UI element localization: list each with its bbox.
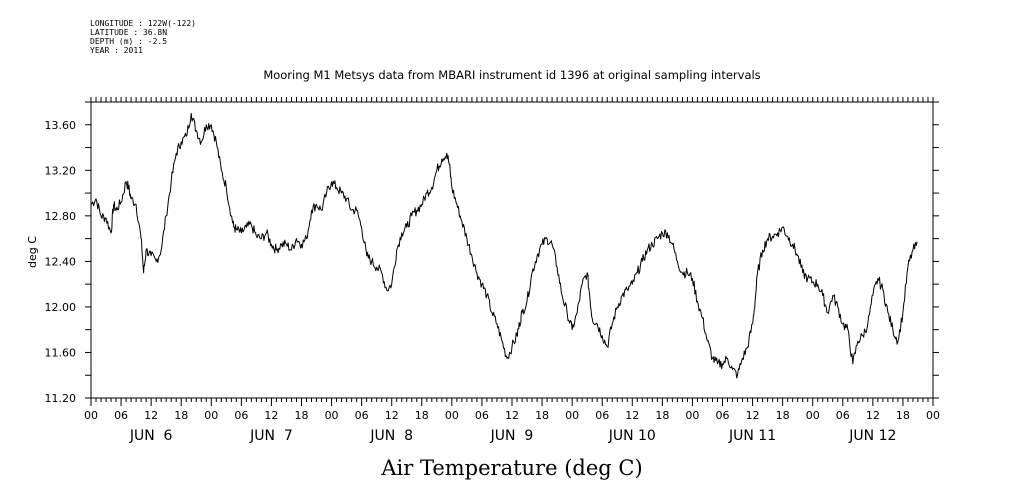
depth-text: DEPTH (m) : -2.5: [90, 37, 168, 46]
y-axis: 11.20 11.60 12.00 12.40 12.80 13.20 13.60: [45, 101, 939, 405]
x-tick-label: 18: [415, 409, 429, 422]
x-day-label: JUN 12: [848, 428, 896, 444]
x-tick-label: 12: [625, 409, 639, 422]
x-tick-label: 06: [355, 409, 369, 422]
x-day-label: JUN 9: [490, 428, 534, 444]
x-tick-label: 00: [926, 409, 940, 422]
x-tick-label: 18: [776, 409, 790, 422]
x-tick-label: 12: [144, 409, 158, 422]
x-tick-label: 06: [716, 409, 730, 422]
x-tick-label: 18: [535, 409, 549, 422]
x-tick-label: 00: [806, 409, 820, 422]
x-day-label: JUN 11: [728, 428, 776, 444]
x-tick-label: 06: [114, 409, 128, 422]
x-tick-label: 18: [655, 409, 669, 422]
x-day-label: JUN 10: [608, 428, 656, 444]
series-line-air-temperature: [90, 112, 918, 379]
x-tick-label: 12: [505, 409, 519, 422]
year-text: YEAR : 2011: [90, 46, 143, 55]
y-tick-label: 12.00: [45, 301, 77, 314]
x-tick-label: 06: [475, 409, 489, 422]
chart-title: Mooring M1 Metsys data from MBARI instru…: [263, 68, 760, 82]
station-metadata: LONGITUDE : 122W(-122) LATITUDE : 36.8N …: [90, 19, 196, 55]
series-layer: [90, 112, 918, 379]
y-axis-label: deg C: [26, 236, 39, 268]
x-tick-label: 12: [746, 409, 760, 422]
y-tick-label: 12.80: [45, 210, 77, 223]
x-tick-label: 00: [84, 409, 98, 422]
x-day-label: JUN 8: [369, 428, 413, 444]
y-tick-label: 13.20: [45, 164, 77, 177]
x-day-label: JUN 7: [249, 428, 293, 444]
x-axis-label: Air Temperature (deg C): [380, 456, 642, 480]
x-tick-label: 12: [264, 409, 278, 422]
y-tick-label: 12.40: [45, 255, 77, 268]
x-tick-label: 00: [325, 409, 339, 422]
y-tick-label: 13.60: [45, 119, 77, 132]
x-day-label: JUN 6: [129, 428, 173, 444]
longitude-text: LONGITUDE : 122W(-122): [90, 19, 196, 28]
x-tick-label: 06: [836, 409, 850, 422]
x-tick-label: 18: [174, 409, 188, 422]
x-tick-label: 06: [595, 409, 609, 422]
x-tick-label: 12: [385, 409, 399, 422]
x-tick-label: 00: [565, 409, 579, 422]
x-tick-label: 18: [896, 409, 910, 422]
x-tick-label: 00: [445, 409, 459, 422]
x-tick-label: 06: [234, 409, 248, 422]
x-tick-label: 00: [204, 409, 218, 422]
x-axis: 00 06 12 18 00 06 12 18 00 06 12 18 00 06 12 18 00 06 12 18…: [84, 97, 940, 444]
x-tick-label: 18: [295, 409, 309, 422]
latitude-text: LATITUDE : 36.8N: [90, 28, 168, 37]
y-tick-label: 11.20: [45, 392, 77, 405]
x-tick-label: 00: [685, 409, 699, 422]
x-tick-label: 12: [866, 409, 880, 422]
y-tick-label: 11.60: [45, 346, 77, 359]
